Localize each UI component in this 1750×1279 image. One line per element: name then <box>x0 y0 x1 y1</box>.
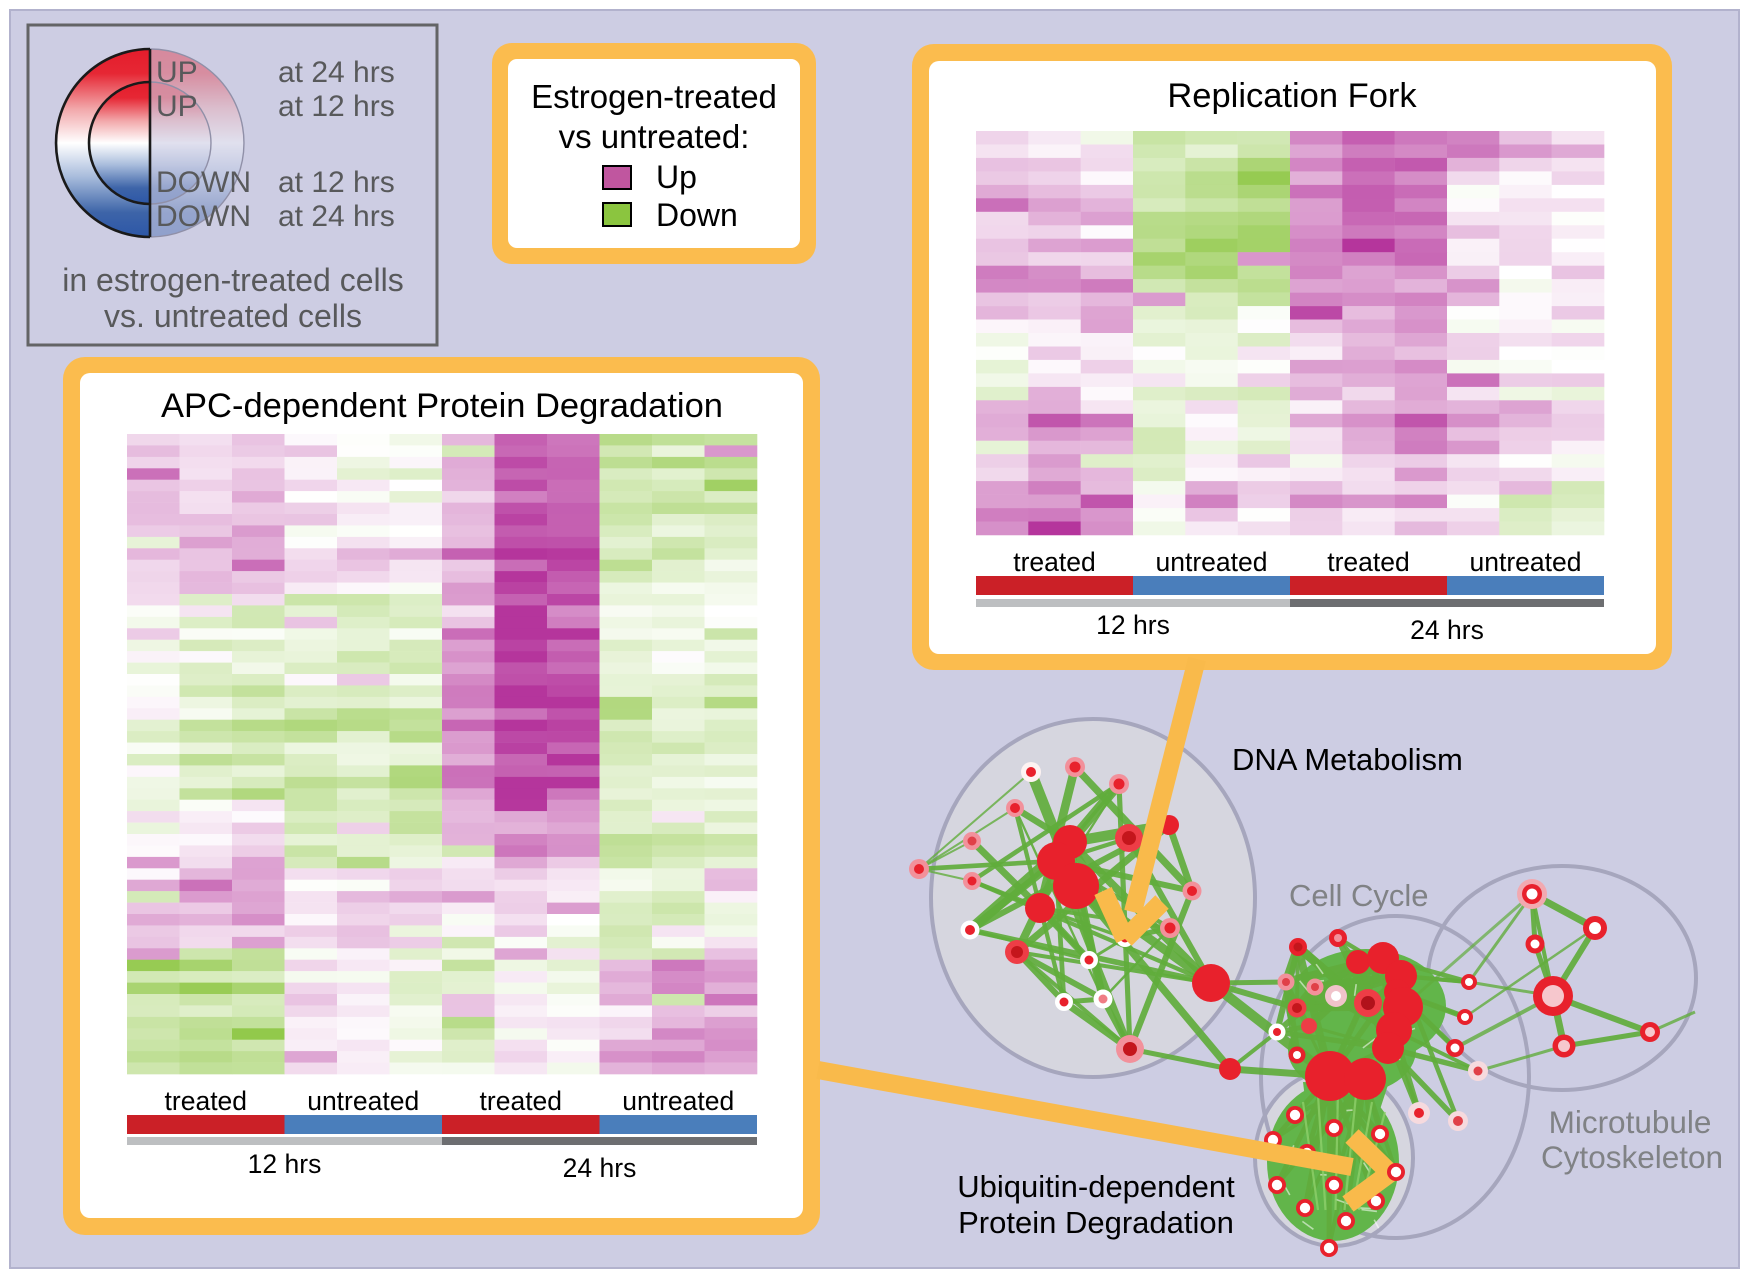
svg-text:at 24 hrs: at 24 hrs <box>278 200 395 233</box>
svg-text:Estrogen-treated: Estrogen-treated <box>531 78 777 115</box>
svg-text:12 hrs: 12 hrs <box>248 1149 322 1179</box>
svg-text:Cell Cycle: Cell Cycle <box>1289 878 1429 913</box>
svg-text:Microtubule: Microtubule <box>1549 1104 1712 1140</box>
svg-text:12 hrs: 12 hrs <box>1096 610 1170 640</box>
svg-text:untreated: untreated <box>1470 547 1582 577</box>
svg-text:at 12 hrs: at 12 hrs <box>278 166 395 199</box>
svg-text:treated: treated <box>1013 547 1096 577</box>
svg-text:Up: Up <box>656 159 697 195</box>
svg-text:untreated: untreated <box>622 1086 734 1116</box>
svg-text:untreated: untreated <box>1156 547 1268 577</box>
svg-text:treated: treated <box>480 1086 563 1116</box>
svg-text:Replication Fork: Replication Fork <box>1167 77 1417 115</box>
svg-text:at 24 hrs: at 24 hrs <box>278 56 395 89</box>
svg-text:24 hrs: 24 hrs <box>563 1153 637 1183</box>
svg-text:DNA Metabolism: DNA Metabolism <box>1232 742 1463 777</box>
svg-text:at 12 hrs: at 12 hrs <box>278 90 395 123</box>
svg-text:Protein Degradation: Protein Degradation <box>958 1205 1234 1240</box>
svg-text:DOWN: DOWN <box>156 166 251 199</box>
svg-text:DOWN: DOWN <box>156 200 251 233</box>
svg-text:UP: UP <box>156 56 198 89</box>
svg-text:Down: Down <box>656 197 738 233</box>
svg-text:treated: treated <box>165 1086 248 1116</box>
svg-text:untreated: untreated <box>307 1086 419 1116</box>
svg-text:in estrogen-treated cells: in estrogen-treated cells <box>62 262 404 298</box>
svg-text:APC-dependent Protein Degradat: APC-dependent Protein Degradation <box>161 387 723 425</box>
svg-text:Cytoskeleton: Cytoskeleton <box>1541 1139 1723 1175</box>
svg-text:vs untreated:: vs untreated: <box>559 118 750 155</box>
svg-text:UP: UP <box>156 90 198 123</box>
svg-text:vs. untreated cells: vs. untreated cells <box>104 298 362 334</box>
svg-text:Ubiquitin-dependent: Ubiquitin-dependent <box>957 1169 1235 1204</box>
svg-text:treated: treated <box>1327 547 1410 577</box>
svg-text:24 hrs: 24 hrs <box>1410 615 1484 645</box>
